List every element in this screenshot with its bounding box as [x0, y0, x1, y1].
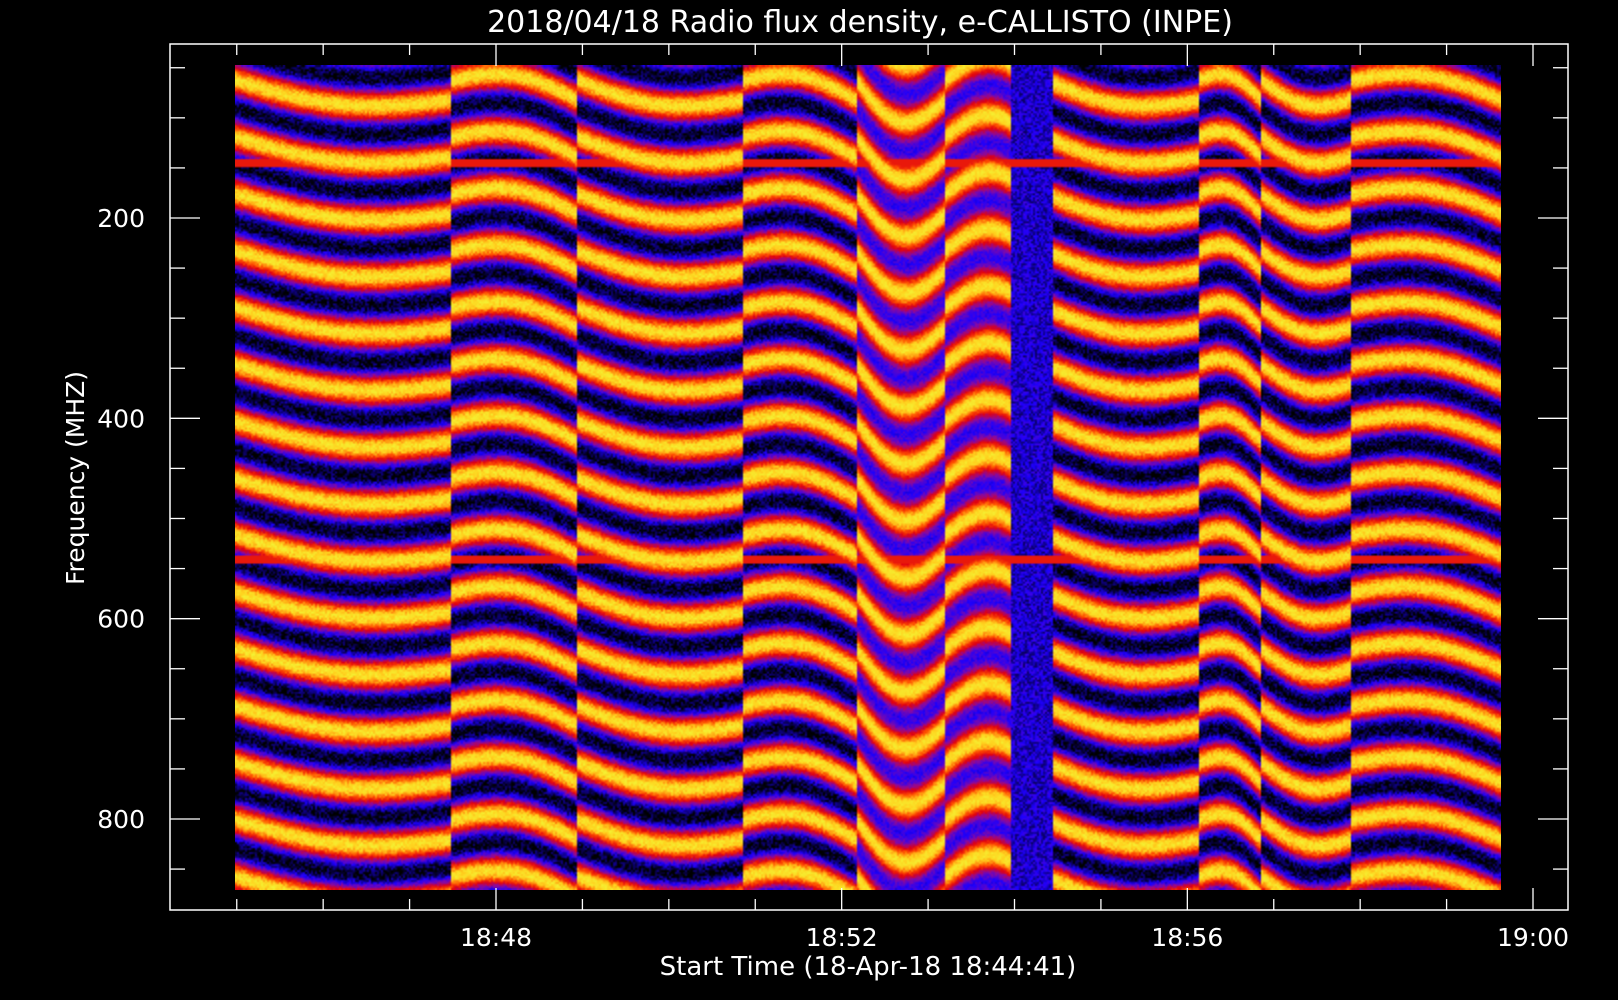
x-tick-label: 18:56	[1151, 923, 1223, 952]
x-axis-label: Start Time (18-Apr-18 18:44:41)	[660, 952, 1077, 982]
y-tick-labels: 200 400 600 800	[97, 204, 145, 834]
spectrogram-image	[235, 65, 1501, 890]
y-axis-label: Frequency (MHZ)	[61, 371, 90, 585]
y-tick-label: 400	[97, 404, 145, 433]
chart-title: 2018/04/18 Radio flux density, e-CALLIST…	[487, 5, 1233, 40]
y-tick-label: 200	[97, 204, 145, 233]
tick-marks	[170, 44, 1568, 910]
plot-frame	[169, 43, 1569, 911]
x-tick-label: 18:48	[460, 923, 532, 952]
x-tick-labels: 18:48 18:52 18:56 19:00	[460, 923, 1569, 952]
x-tick-label: 19:00	[1497, 923, 1569, 952]
y-tick-label: 800	[97, 805, 145, 834]
x-tick-label: 18:52	[806, 923, 878, 952]
y-tick-label: 600	[97, 605, 145, 634]
